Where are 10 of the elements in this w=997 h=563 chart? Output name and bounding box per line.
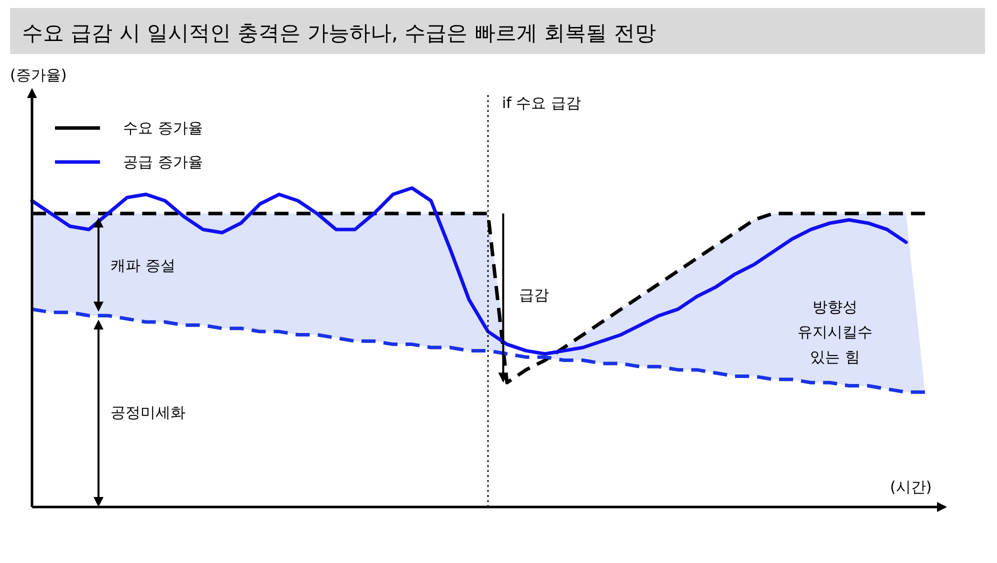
- title: 수요 급감 시 일시적인 충격은 가능하나, 수급은 빠르게 회복될 전망: [22, 21, 656, 45]
- annotation: (증가율): [10, 66, 67, 84]
- xlabel: (시간): [890, 478, 932, 496]
- legend-label: 공급 증가율: [123, 153, 203, 171]
- annotation: 캐파 증설: [110, 256, 176, 275]
- annotation: 공정미세화: [110, 403, 186, 422]
- annotation: if 수요 급감: [502, 94, 581, 112]
- annotation: 방향성 유지시킬수 있는 힘: [798, 298, 872, 366]
- legend-label: 수요 증가율: [123, 119, 203, 137]
- annotation: 급감: [519, 286, 550, 304]
